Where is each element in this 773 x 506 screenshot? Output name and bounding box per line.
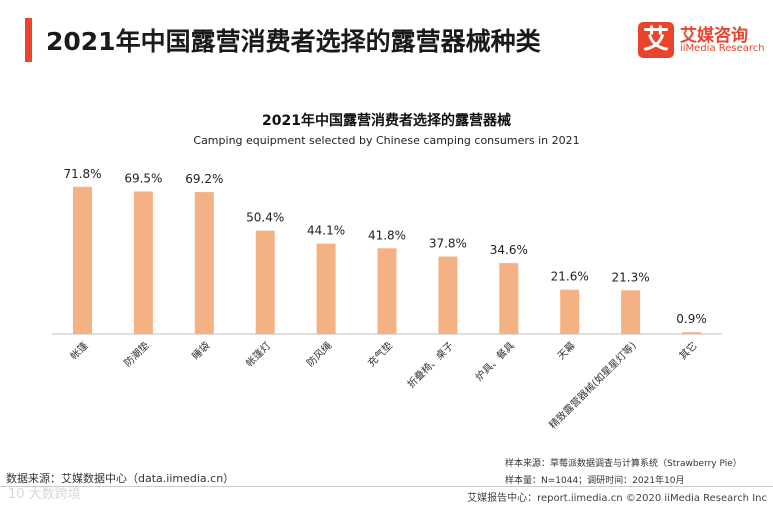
data-label-3: 50.4% [246,211,284,225]
category-label-2: 睡袋 [189,339,212,362]
category-label-6: 折叠椅、桌子 [404,339,456,391]
bar-9 [621,290,641,334]
data-label-2: 69.2% [185,172,223,186]
footer-report-link: 艾媒报告中心：report.iimedia.cn ©2020 iiMedia R… [467,493,767,504]
chart-title: 2021年中国露营消费者选择的露营器械 [262,113,511,129]
bar-7 [499,263,519,334]
category-label-8: 天幕 [554,339,577,362]
bar-4 [316,243,336,334]
bar-3 [255,230,275,334]
category-label-0: 帐篷 [67,339,90,362]
data-label-0: 71.8% [63,167,101,181]
data-label-5: 41.8% [368,228,406,242]
category-label-1: 防潮垫 [121,339,151,369]
category-label-4: 防风绳 [304,339,334,369]
bar-chart: 71.8% 帐篷 69.5% 防潮垫 69.2% 睡袋 50.4% 帐篷灯 44.1% 防风绳 41… [52,167,722,431]
watermark: 10 大数跨境 [8,487,81,502]
data-label-8: 21.6% [551,270,589,284]
data-label-4: 44.1% [307,224,345,238]
bar-10 [682,332,701,334]
bar-5 [377,248,397,334]
bar-6 [438,256,458,334]
logo-text-cn: 艾媒咨询 [680,26,748,46]
sample-source-note: 样本来源：草莓派数据调查与计算系统（Strawberry Pie） [505,459,742,469]
category-label-5: 充气垫 [365,339,395,369]
data-label-1: 69.5% [124,172,162,186]
data-label-9: 21.3% [612,270,650,284]
category-label-3: 帐篷灯 [243,339,273,369]
data-label-7: 34.6% [490,243,528,257]
logo-text-en: iiMedia Research [680,43,765,54]
sample-size-note: 样本量：N=1044；调研时间：2021年10月 [505,476,685,486]
page-title: 2021年中国露营消费者选择的露营器械种类 [46,27,541,56]
category-label-7: 炉具、餐具 [472,339,517,384]
footer-divider [0,486,773,487]
category-label-10: 其它 [676,339,699,362]
bar-1 [133,191,153,334]
data-label-6: 37.8% [429,237,467,251]
bar-8 [560,289,580,334]
iimedia-logo-icon: 艾 [638,22,674,58]
data-label-10: 0.9% [676,312,707,326]
chart-subtitle: Camping equipment selected by Chinese ca… [193,134,580,147]
bar-2 [194,192,214,334]
bar-0 [73,186,92,334]
data-source: 数据来源：艾媒数据中心（data.iimedia.cn） [6,472,235,485]
title-accent-bar [25,18,32,62]
